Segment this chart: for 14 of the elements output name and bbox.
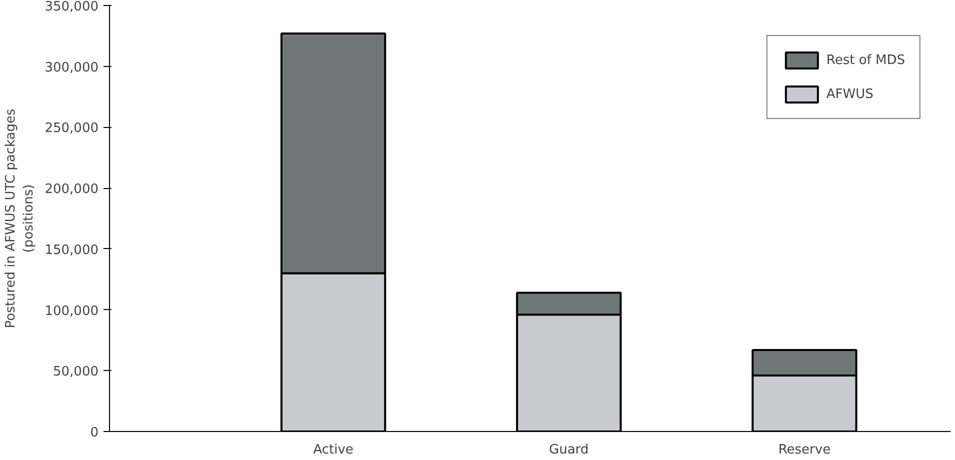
legend-label: Rest of MDS	[826, 52, 905, 68]
y-tick-label: 50,000	[53, 364, 99, 380]
x-tick-label: Active	[313, 442, 354, 458]
y-tick-label: 100,000	[44, 304, 99, 319]
y-tick-label: 250,000	[44, 121, 99, 136]
legend-label: AFWUS	[826, 86, 874, 102]
x-tick-label: Reserve	[778, 442, 831, 458]
y-tick-label: 0	[90, 426, 99, 440]
y-tick-label: 150,000	[44, 242, 99, 258]
x-tick-label: Guard	[549, 442, 589, 458]
y-tick-label: 200,000	[44, 182, 99, 198]
y-tick-label: 300,000	[44, 60, 99, 76]
y-tick-label: 350,000	[44, 0, 99, 14]
y-axis-title: Postured in AFWUS UTC packages (positions)	[4, 108, 37, 328]
